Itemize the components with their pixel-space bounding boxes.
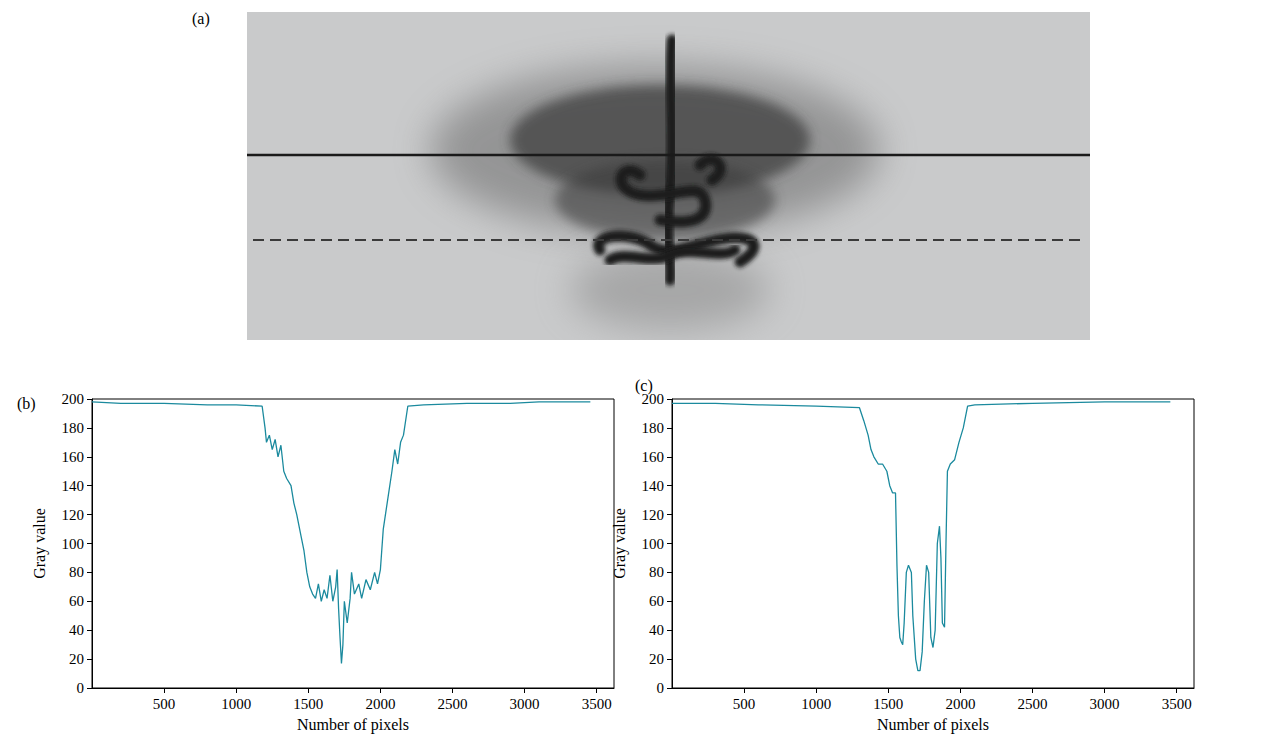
- svg-text:140: 140: [642, 478, 665, 494]
- svg-text:0: 0: [657, 680, 665, 696]
- svg-text:2500: 2500: [1017, 696, 1047, 712]
- svg-text:40: 40: [649, 622, 664, 638]
- svg-text:0: 0: [77, 680, 85, 696]
- svg-text:Number of pixels: Number of pixels: [877, 716, 989, 734]
- svg-text:20: 20: [649, 651, 664, 667]
- svg-text:(b): (b): [17, 395, 36, 413]
- svg-text:60: 60: [649, 593, 664, 609]
- svg-text:Gray value: Gray value: [31, 508, 49, 579]
- svg-text:100: 100: [642, 536, 665, 552]
- svg-text:120: 120: [62, 507, 85, 523]
- svg-text:500: 500: [733, 696, 756, 712]
- svg-text:180: 180: [62, 420, 85, 436]
- svg-text:3500: 3500: [582, 696, 612, 712]
- svg-text:2000: 2000: [945, 696, 975, 712]
- svg-text:1500: 1500: [873, 696, 903, 712]
- svg-text:40: 40: [69, 622, 84, 638]
- svg-text:60: 60: [69, 593, 84, 609]
- svg-text:100: 100: [62, 536, 85, 552]
- svg-text:200: 200: [62, 391, 85, 407]
- svg-text:1000: 1000: [221, 696, 251, 712]
- svg-text:160: 160: [62, 449, 85, 465]
- svg-text:1500: 1500: [293, 696, 323, 712]
- svg-text:1000: 1000: [801, 696, 831, 712]
- svg-text:3000: 3000: [1090, 696, 1120, 712]
- svg-text:160: 160: [642, 449, 665, 465]
- svg-text:80: 80: [69, 564, 84, 580]
- svg-text:Number of pixels: Number of pixels: [297, 716, 409, 734]
- svg-text:80: 80: [649, 564, 664, 580]
- svg-text:140: 140: [62, 478, 85, 494]
- svg-text:500: 500: [153, 696, 176, 712]
- svg-text:2000: 2000: [365, 696, 395, 712]
- svg-text:180: 180: [642, 420, 665, 436]
- svg-text:3000: 3000: [510, 696, 540, 712]
- svg-text:2500: 2500: [437, 696, 467, 712]
- svg-text:200: 200: [641, 391, 664, 407]
- svg-text:3500: 3500: [1162, 696, 1192, 712]
- svg-text:(a): (a): [192, 10, 210, 28]
- svg-text:(c): (c): [635, 377, 653, 395]
- svg-text:Gray value: Gray value: [611, 508, 629, 579]
- svg-text:120: 120: [642, 507, 665, 523]
- svg-text:20: 20: [69, 651, 84, 667]
